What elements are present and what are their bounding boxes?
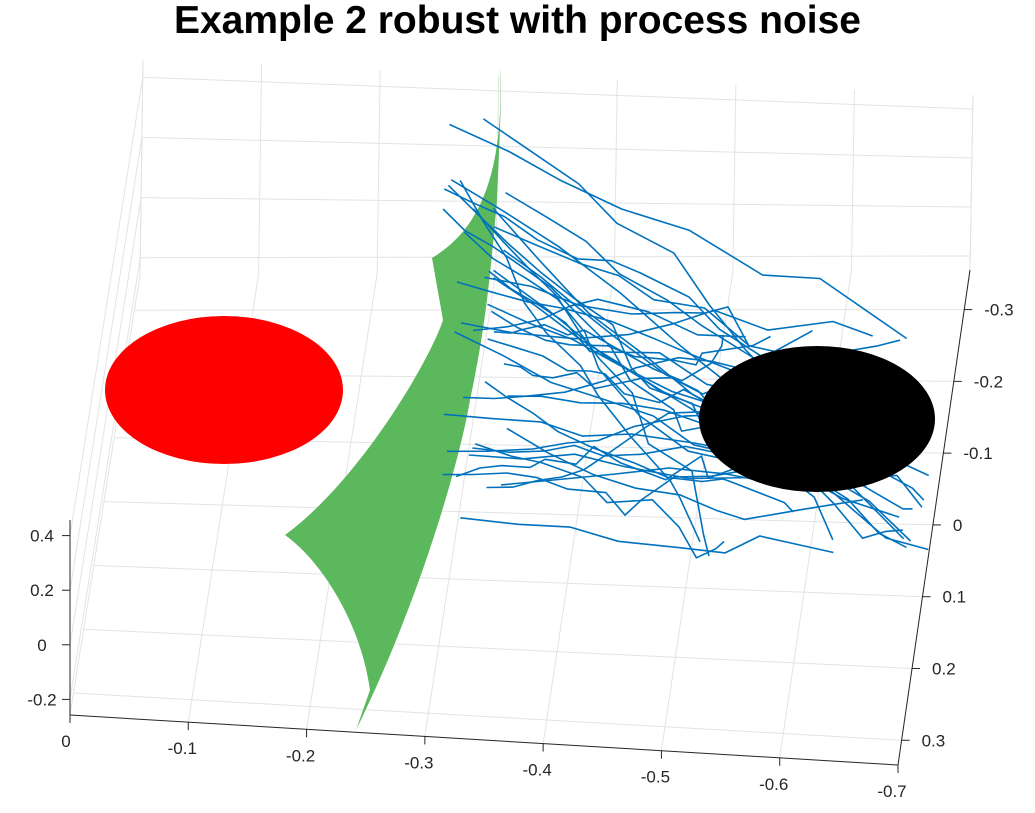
red-target-disk	[105, 316, 343, 464]
y-axis-line	[897, 269, 971, 766]
x-grid-line	[779, 270, 852, 758]
trajectory-line	[474, 443, 725, 559]
trajectory-line	[484, 381, 794, 513]
trajectory-line	[459, 180, 701, 543]
trajectory-line	[493, 323, 724, 382]
trajectory-line	[442, 467, 757, 516]
x-tick-label: -0.4	[522, 761, 551, 780]
z-side-grid-line	[69, 197, 142, 645]
trajectory-line	[460, 517, 834, 554]
back-left-edge	[139, 59, 144, 276]
x-tick-label: -0.3	[404, 753, 433, 772]
y-tick-label: 0	[953, 516, 962, 535]
trajectory-line	[442, 208, 728, 432]
z-side-grid-line	[69, 257, 141, 700]
scene-objects	[105, 68, 935, 730]
x-back-grid-line	[613, 79, 618, 273]
tick-labels: 0 -0.1 -0.2 -0.3 -0.4 -0.5 -0.6 -0.7 -0.3 -0.2 -0.…	[27, 301, 1013, 801]
axes-box	[62, 269, 973, 773]
y-grid-line	[103, 501, 933, 526]
x-back-grid-line	[850, 89, 855, 271]
x-tick-label: -0.2	[286, 746, 315, 765]
green-barrier-surface	[285, 68, 501, 730]
y-tick-label: -0.2	[974, 372, 1003, 391]
z-grid-line	[141, 136, 972, 159]
y-grid-line	[73, 692, 902, 741]
x-grid-line	[542, 272, 615, 744]
y-tick-label: -0.1	[963, 444, 992, 463]
back-right-edge	[969, 94, 974, 271]
x-back-grid-line	[258, 64, 263, 275]
trajectory-line	[455, 445, 744, 481]
z-grid-line	[142, 76, 973, 110]
z-tick-label: -0.2	[27, 690, 56, 709]
z-tick-label: 0.2	[30, 581, 54, 600]
x-back-grid-line	[732, 84, 737, 272]
trajectory-lines	[442, 118, 930, 559]
z-grid-line	[141, 197, 972, 208]
x-axis-line	[69, 714, 899, 766]
trajectory-line	[506, 427, 864, 521]
x-tick-label: 0	[61, 732, 70, 751]
grid-lines	[69, 59, 974, 766]
z-tick-label: 0.4	[30, 527, 54, 546]
y-grid-line	[83, 628, 913, 669]
y-tick-label: 0.1	[942, 588, 966, 607]
y-grid-line	[134, 309, 965, 311]
x-tick-label: -0.7	[877, 782, 906, 801]
trajectory-line	[472, 208, 710, 557]
z-tick-label: 0	[37, 636, 46, 655]
y-grid-line	[93, 564, 923, 598]
x-tick-label: -0.1	[168, 739, 197, 758]
chart-title: Example 2 robust with process noise	[173, 0, 862, 42]
z-side-grid-line	[69, 77, 144, 536]
black-start-disk	[699, 346, 935, 492]
y-tick-label: -0.3	[984, 301, 1013, 320]
x-tick-label: -0.5	[641, 768, 670, 787]
x-grid-line	[69, 274, 141, 716]
trajectory-line	[472, 444, 907, 549]
z-grid-line	[140, 255, 971, 259]
trajectory-line	[484, 276, 750, 346]
y-tick-label: 0.2	[932, 659, 956, 678]
x-back-grid-line	[376, 69, 381, 274]
z-side-grid-line	[69, 137, 143, 591]
x-grid-line	[660, 271, 734, 751]
y-tick-label: 0.3	[922, 731, 946, 750]
x-grid-line	[424, 272, 497, 737]
trajectory-line	[449, 123, 908, 340]
x-tick-label: -0.6	[759, 775, 788, 794]
